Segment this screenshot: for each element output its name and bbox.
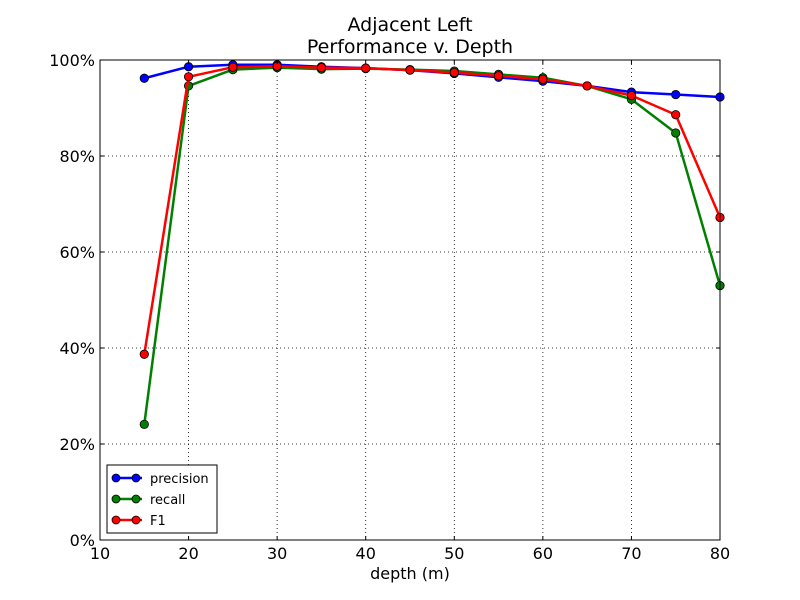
data-point xyxy=(582,81,592,91)
data-point xyxy=(449,67,459,78)
legend-label: precision xyxy=(150,472,209,487)
y-tick-label: 20% xyxy=(59,435,95,454)
data-point xyxy=(139,419,149,429)
y-tick-label: 0% xyxy=(70,531,95,550)
series-recall xyxy=(139,63,725,429)
legend-marker xyxy=(131,515,141,525)
plot-area-frame xyxy=(99,59,721,541)
legend-label: F1 xyxy=(150,514,166,529)
grid-lines xyxy=(100,60,720,540)
y-tick-label: 60% xyxy=(59,243,95,262)
x-tick-label: 70 xyxy=(621,544,641,563)
x-tick-label: 10 xyxy=(90,544,110,563)
legend-label: recall xyxy=(150,493,185,508)
legend-marker xyxy=(131,473,141,483)
data-point xyxy=(139,349,149,359)
y-tick-label: 40% xyxy=(59,339,95,358)
data-point xyxy=(493,71,504,81)
chart-title: Adjacent Left xyxy=(347,14,472,36)
data-point xyxy=(228,62,238,72)
series-line xyxy=(143,64,722,355)
chart-subtitle: Performance v. Depth xyxy=(307,36,513,58)
series-lines xyxy=(139,60,725,429)
x-tick-label: 50 xyxy=(444,544,464,563)
x-axis-label: depth (m) xyxy=(370,564,450,583)
legend-entry: precision xyxy=(111,472,209,487)
series-precision xyxy=(139,60,725,102)
data-point xyxy=(139,73,149,83)
data-point xyxy=(316,63,327,73)
data-point xyxy=(361,63,371,73)
legend-marker xyxy=(111,515,121,525)
legend-marker xyxy=(111,473,121,483)
legend-entry: recall xyxy=(111,493,185,508)
data-point xyxy=(671,110,681,120)
y-tick-label: 100% xyxy=(49,51,95,70)
y-tick-label: 80% xyxy=(59,147,95,166)
legend-marker xyxy=(111,494,121,504)
series-line xyxy=(143,66,722,425)
data-point xyxy=(538,74,548,84)
data-point xyxy=(183,72,194,82)
data-point xyxy=(671,128,681,138)
axis-ticks: 10 20 30 40 50 60 70 80 0% 20% 40% 60% 80% 100% xyxy=(49,51,730,563)
data-point xyxy=(626,90,637,101)
x-tick-label: 30 xyxy=(267,544,287,563)
data-point xyxy=(671,89,681,100)
x-tick-label: 60 xyxy=(533,544,553,563)
data-point xyxy=(405,65,415,75)
x-tick-label: 40 xyxy=(356,544,376,563)
series-f1 xyxy=(139,61,725,359)
legend: precision recall F1 xyxy=(106,464,218,534)
x-tick-label: 80 xyxy=(710,544,730,563)
legend-entry: F1 xyxy=(111,514,166,529)
legend-marker xyxy=(131,494,141,504)
x-tick-label: 20 xyxy=(178,544,198,563)
